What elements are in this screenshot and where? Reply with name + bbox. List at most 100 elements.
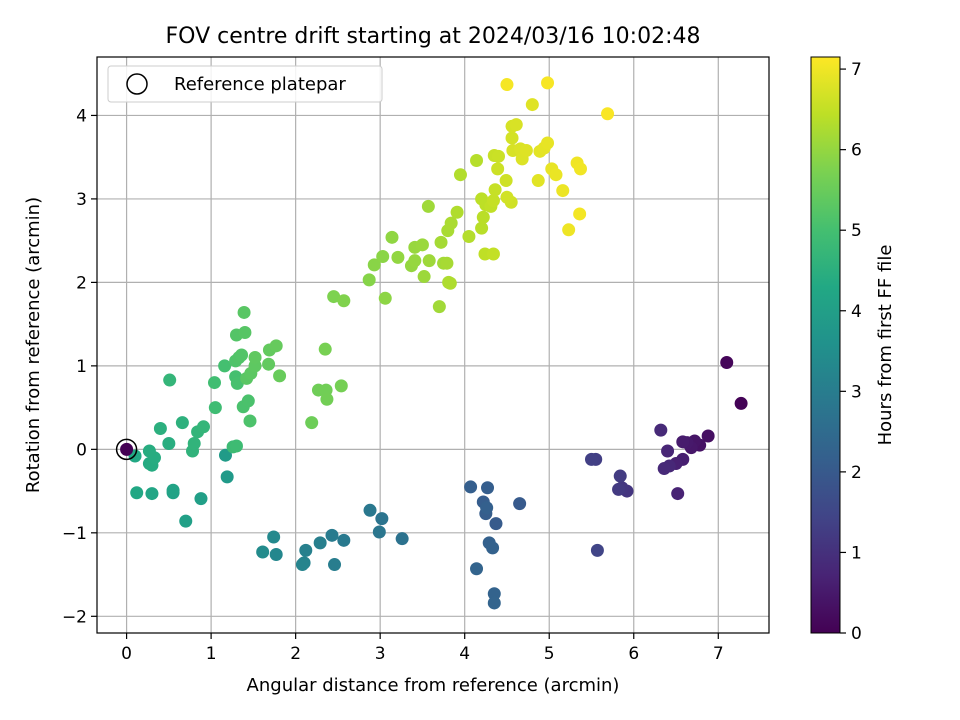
x-tick-label: 1 xyxy=(206,644,217,664)
scatter-point xyxy=(480,501,494,515)
scatter-point xyxy=(363,503,377,517)
y-tick-label: 0 xyxy=(76,440,87,460)
colorbar-tick-label: 2 xyxy=(851,463,862,483)
scatter-point xyxy=(320,392,334,406)
scatter-point xyxy=(415,238,429,252)
scatter-point xyxy=(573,207,587,221)
scatter-point xyxy=(487,596,501,610)
scatter-point xyxy=(422,254,436,268)
scatter-point xyxy=(701,429,715,443)
legend-reference-marker xyxy=(126,73,148,95)
scatter-point xyxy=(661,444,675,458)
scatter-point xyxy=(243,414,257,428)
x-tick-label: 0 xyxy=(121,644,132,664)
scatter-point xyxy=(367,258,381,272)
scatter-point xyxy=(256,545,270,559)
scatter-point xyxy=(327,290,341,304)
scatter-point xyxy=(443,276,457,290)
scatter-point xyxy=(207,376,221,390)
scatter-point xyxy=(584,452,598,466)
x-tick-label: 2 xyxy=(290,644,301,664)
x-axis-label: Angular distance from reference (arcmin) xyxy=(247,675,620,696)
scatter-point xyxy=(549,168,563,182)
scatter-point xyxy=(470,562,484,576)
y-tick-label: −1 xyxy=(62,524,87,544)
x-axis-ticks: 0 1 2 3 4 5 6 7 xyxy=(121,633,724,664)
colorbar-tick-label: 0 xyxy=(851,624,862,644)
scatter-point xyxy=(509,118,523,132)
colorbar: 0 1 2 3 4 5 6 7 Hours from first FF file xyxy=(810,56,896,644)
scatter-point xyxy=(489,517,503,531)
legend-label: Reference platepar xyxy=(174,74,346,95)
scatter-point xyxy=(145,487,159,501)
scatter-point xyxy=(481,481,495,495)
scatter-point xyxy=(417,270,431,284)
scatter-point xyxy=(218,448,232,462)
scatter-point xyxy=(187,437,201,451)
scatter-point xyxy=(601,107,615,121)
scatter-point xyxy=(434,235,448,249)
reference-platepar-marker xyxy=(115,438,138,461)
scatter-point xyxy=(325,528,339,542)
y-tick-label: 3 xyxy=(76,190,87,210)
scatter-point xyxy=(574,162,588,176)
scatter-point xyxy=(372,525,386,539)
scatter-point xyxy=(130,486,144,500)
x-tick-label: 6 xyxy=(628,644,639,664)
scatter-point xyxy=(313,536,327,550)
y-axis-label: Rotation from reference (arcmin) xyxy=(23,197,44,493)
scatter-point xyxy=(556,184,570,198)
scatter-point xyxy=(153,421,167,435)
colorbar-tick-label: 1 xyxy=(851,543,862,563)
scatter-point xyxy=(612,482,626,496)
scatter-point xyxy=(499,174,513,188)
data-points xyxy=(115,76,748,610)
scatter-point xyxy=(269,548,283,562)
x-tick-label: 5 xyxy=(544,644,555,664)
scatter-point xyxy=(337,533,351,547)
scatter-point xyxy=(408,254,422,268)
scatter-point xyxy=(525,98,539,112)
scatter-point xyxy=(500,190,514,204)
colorbar-tick-label: 5 xyxy=(851,221,862,241)
scatter-point xyxy=(475,221,489,235)
scatter-point xyxy=(470,154,484,168)
scatter-point xyxy=(613,469,627,483)
scatter-point xyxy=(197,420,211,434)
colorbar-tick-label: 7 xyxy=(851,60,862,80)
x-tick-label: 7 xyxy=(713,644,724,664)
y-tick-label: 4 xyxy=(76,106,87,126)
scatter-point xyxy=(163,373,177,387)
x-tick-label: 4 xyxy=(459,644,470,664)
scatter-point xyxy=(295,558,309,572)
scatter-point xyxy=(248,351,262,365)
scatter-point xyxy=(541,136,555,150)
scatter-point xyxy=(175,416,189,430)
scatter-point xyxy=(531,174,545,188)
scatter-point xyxy=(440,256,454,270)
scatter-point xyxy=(488,183,502,197)
y-tick-label: 1 xyxy=(76,357,87,377)
scatter-point xyxy=(450,205,464,219)
scatter-point xyxy=(519,143,533,157)
colorbar-ticks: 0 1 2 3 4 5 6 7 xyxy=(840,60,862,644)
scatter-point xyxy=(375,512,389,526)
scatter-point xyxy=(299,543,313,557)
scatter-point xyxy=(238,325,252,339)
scatter-point xyxy=(505,131,519,145)
scatter-point xyxy=(235,348,249,362)
scatter-point xyxy=(590,543,604,557)
scatter-point xyxy=(421,199,435,213)
scatter-point xyxy=(337,294,351,308)
scatter-point xyxy=(269,339,283,353)
colorbar-gradient xyxy=(810,56,841,634)
scatter-point xyxy=(362,273,376,287)
scatter-point xyxy=(720,356,734,370)
colorbar-tick-label: 6 xyxy=(851,141,862,161)
grid-lines xyxy=(97,57,769,633)
scatter-point xyxy=(218,359,232,373)
scatter-point xyxy=(492,149,506,163)
scatter-point xyxy=(328,558,342,572)
colorbar-label: Hours from first FF file xyxy=(875,245,896,446)
